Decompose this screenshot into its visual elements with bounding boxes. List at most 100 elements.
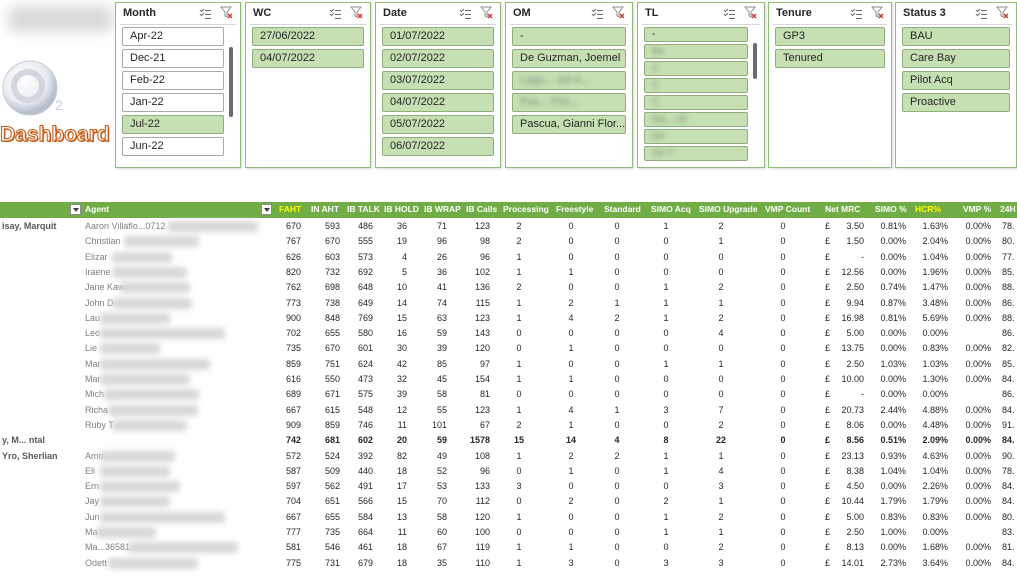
slicer-item[interactable]: 04/07/2022 (252, 49, 364, 68)
clear-filter-icon[interactable] (349, 6, 363, 19)
scrollbar-thumb[interactable] (753, 43, 757, 79)
slicer-scrollbar[interactable] (228, 33, 234, 159)
slicer-item[interactable]: De (644, 129, 748, 144)
slicer-item[interactable]: C (644, 78, 748, 93)
slicer-item[interactable]: Pas... Flor... (512, 93, 626, 112)
row-group-label: isay, Marquit (2, 221, 57, 231)
column-header[interactable]: FAHT (279, 204, 302, 214)
agent-name: Odett (85, 557, 108, 568)
clear-filter-icon[interactable] (219, 6, 233, 19)
table-cell: 74 (436, 297, 447, 308)
slicer-item[interactable]: 05/07/2022 (382, 115, 494, 134)
slicer-title: Month (123, 7, 156, 19)
column-header[interactable]: IB TALK (347, 204, 380, 214)
group-filter-button[interactable] (70, 204, 81, 215)
table-cell: 0 (614, 389, 620, 400)
table-cell: 0 (568, 389, 574, 400)
column-header[interactable]: IB HOLD (384, 204, 419, 214)
table-cell: 0 (663, 343, 669, 354)
slicer-item[interactable]: C (644, 61, 748, 76)
agent-name: Lau (85, 312, 101, 323)
table-cell: 26 (436, 251, 447, 262)
column-header[interactable]: Net MRC (825, 204, 861, 214)
slicer-item[interactable]: Feb-22 (122, 71, 224, 90)
scrollbar-thumb[interactable] (229, 47, 233, 117)
table-cell: 0 (780, 557, 786, 568)
slicer-item[interactable]: De Guzman, Joemel (512, 49, 626, 68)
column-header[interactable]: IN AHT (311, 204, 340, 214)
column-header[interactable]: Freestyle (556, 204, 594, 214)
table-cell: 603 (324, 251, 340, 262)
slicer-scrollbar[interactable] (752, 33, 758, 159)
table-cell: 1 (663, 282, 669, 293)
column-header[interactable]: HCR% (915, 204, 941, 214)
agent-name: John D (85, 297, 114, 308)
table-cell: 112 (475, 496, 490, 507)
slicer-item[interactable]: Jun-22 (122, 137, 224, 156)
slicer-item[interactable]: Jul-22 (122, 115, 224, 134)
agent-name: Mar (85, 358, 101, 369)
slicer-item[interactable]: Dec-21 (122, 49, 224, 68)
column-header[interactable]: 24H (1000, 204, 1016, 214)
slicer-item[interactable]: Pascua, Gianni Flor... (512, 115, 626, 134)
slicer-item[interactable]: 03/07/2022 (382, 71, 494, 90)
slicer-item[interactable]: BAU (902, 27, 1010, 46)
table-cell: 0 (780, 511, 786, 522)
multi-select-icon[interactable] (975, 7, 988, 19)
clear-filter-icon[interactable] (479, 6, 493, 19)
column-header[interactable]: Processing (503, 204, 549, 214)
slicer-item[interactable]: - (644, 27, 748, 42)
column-header[interactable]: IB Calls (466, 204, 498, 214)
table-cell: 13.75 (841, 343, 864, 354)
slicer-item[interactable]: Da... ult (644, 112, 748, 127)
column-header[interactable]: IB WRAP (424, 204, 461, 214)
slicer-item[interactable]: Care Bay (902, 49, 1010, 68)
column-header[interactable]: SIMO Upgrade (699, 204, 758, 214)
column-header[interactable]: Standard (604, 204, 641, 214)
table-cell: 12.56 (841, 266, 864, 277)
multi-select-icon[interactable] (850, 7, 863, 19)
table-cell: 573 (357, 251, 373, 262)
table-cell: 1.79% (922, 496, 948, 507)
slicer-item[interactable]: Pilot Acq (902, 71, 1010, 90)
slicer-item[interactable]: De Y (644, 146, 748, 161)
slicer-item[interactable]: 04/07/2022 (382, 93, 494, 112)
multi-select-icon[interactable] (591, 7, 604, 19)
table-cell: 70 (436, 496, 447, 507)
slicer-item[interactable]: 27/06/2022 (252, 27, 364, 46)
slicer-item[interactable]: Ba (644, 44, 748, 59)
clear-filter-icon[interactable] (870, 6, 884, 19)
slicer-item[interactable]: 01/07/2022 (382, 27, 494, 46)
slicer-item[interactable]: Lagu... ael A... (512, 71, 626, 90)
slicer-item[interactable]: GP3 (775, 27, 885, 46)
table-cell: 0 (780, 450, 786, 461)
column-header[interactable]: VMP Count (765, 204, 811, 214)
column-header[interactable]: VMP % (963, 204, 992, 214)
slicer-item[interactable]: Proactive (902, 93, 1010, 112)
slicer-item[interactable]: - (512, 27, 626, 46)
slicer-item[interactable]: Tenured (775, 49, 885, 68)
slicer-item[interactable]: Jan-22 (122, 93, 224, 112)
multi-select-icon[interactable] (723, 7, 736, 19)
table-cell: 601 (357, 343, 373, 354)
table-cell: 4.48% (922, 419, 948, 430)
table-cell: 4.63% (922, 450, 948, 461)
redacted-agent-id (108, 404, 198, 416)
slicer-item[interactable]: 02/07/2022 (382, 49, 494, 68)
table-cell: 96 (436, 236, 447, 247)
table-cell: 751 (324, 358, 340, 369)
slicer-item[interactable]: Apr-22 (122, 27, 224, 46)
multi-select-icon[interactable] (199, 7, 212, 19)
clear-filter-icon[interactable] (995, 6, 1009, 19)
agent-filter-button[interactable] (261, 204, 272, 215)
column-header[interactable]: Agent (85, 204, 110, 214)
column-header[interactable]: SIMO % (875, 204, 907, 214)
agent-name: Amo (85, 450, 104, 461)
column-header[interactable]: SIMO Acq (651, 204, 691, 214)
slicer-item[interactable]: C (644, 95, 748, 110)
multi-select-icon[interactable] (329, 7, 342, 19)
slicer-item[interactable]: 06/07/2022 (382, 137, 494, 156)
multi-select-icon[interactable] (459, 7, 472, 19)
clear-filter-icon[interactable] (611, 6, 625, 19)
clear-filter-icon[interactable] (743, 6, 757, 19)
